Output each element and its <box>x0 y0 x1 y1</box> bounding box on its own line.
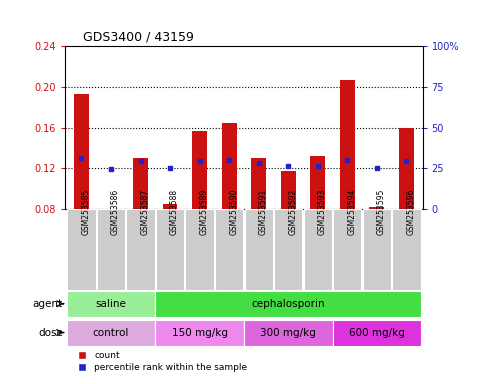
Bar <box>222 122 237 209</box>
Bar <box>67 320 156 346</box>
Text: cephalosporin: cephalosporin <box>252 299 325 309</box>
Text: GSM253596: GSM253596 <box>406 189 415 235</box>
Bar <box>67 209 96 290</box>
Text: GSM253586: GSM253586 <box>111 189 120 235</box>
Bar <box>156 291 421 317</box>
Text: 300 mg/kg: 300 mg/kg <box>260 328 316 338</box>
Text: saline: saline <box>96 299 127 309</box>
Bar <box>392 209 421 290</box>
Bar <box>104 209 118 210</box>
Bar <box>363 209 391 290</box>
Text: agent: agent <box>33 299 63 310</box>
Bar <box>215 209 243 290</box>
Bar <box>74 94 89 209</box>
Text: 150 mg/kg: 150 mg/kg <box>171 328 227 338</box>
Text: dose: dose <box>38 328 63 338</box>
Bar <box>67 291 156 317</box>
Text: GSM253594: GSM253594 <box>347 189 356 235</box>
Text: GSM253591: GSM253591 <box>259 189 268 235</box>
Text: GSM253592: GSM253592 <box>288 189 297 235</box>
Bar <box>304 209 332 290</box>
Bar <box>156 320 244 346</box>
Bar <box>251 158 266 209</box>
Bar <box>127 209 155 290</box>
Text: GSM253588: GSM253588 <box>170 189 179 235</box>
Text: control: control <box>93 328 129 338</box>
Bar <box>311 156 325 209</box>
Bar <box>185 209 214 290</box>
Bar <box>133 158 148 209</box>
Text: GSM253585: GSM253585 <box>82 189 90 235</box>
Bar <box>399 127 414 209</box>
Bar <box>163 204 177 209</box>
Text: GSM253595: GSM253595 <box>377 189 386 235</box>
Text: GSM253590: GSM253590 <box>229 189 238 235</box>
Bar <box>281 170 296 209</box>
Bar <box>156 209 184 290</box>
Bar <box>274 209 302 290</box>
Bar <box>369 207 384 209</box>
Bar <box>244 320 332 346</box>
Bar <box>333 209 361 290</box>
Text: 600 mg/kg: 600 mg/kg <box>349 328 405 338</box>
Text: GSM253587: GSM253587 <box>141 189 150 235</box>
Legend: count, percentile rank within the sample: count, percentile rank within the sample <box>70 348 251 376</box>
Bar <box>192 131 207 209</box>
Bar <box>244 209 273 290</box>
Text: GDS3400 / 43159: GDS3400 / 43159 <box>83 30 194 43</box>
Text: GSM253589: GSM253589 <box>199 189 209 235</box>
Text: GSM253593: GSM253593 <box>318 189 327 235</box>
Bar <box>332 320 421 346</box>
Bar <box>340 80 355 209</box>
Bar <box>97 209 125 290</box>
